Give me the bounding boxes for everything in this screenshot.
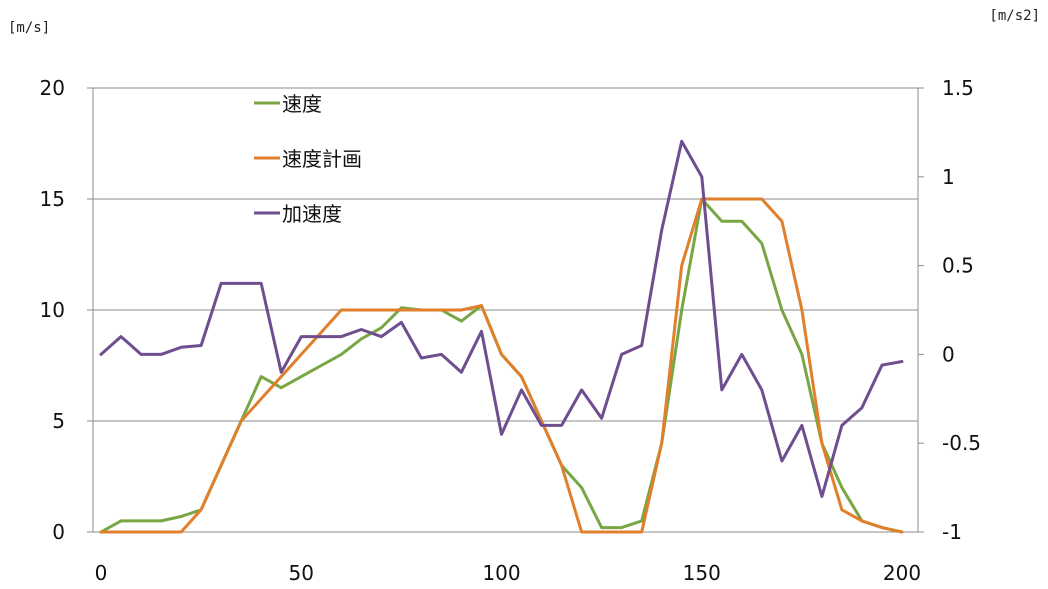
x-tick-label: 200: [883, 561, 921, 585]
x-tick-label: 100: [482, 561, 520, 585]
series-line-3: [99, 139, 904, 498]
series-line-2: [99, 197, 904, 534]
axes: [87, 87, 924, 533]
series-line-1: [99, 197, 904, 534]
y-right-tick-label: 1.5: [942, 76, 974, 100]
y-right-tick-label: -1: [942, 520, 962, 544]
x-tick-label: 50: [289, 561, 314, 585]
y-right-tick-label: -0.5: [942, 431, 981, 455]
x-tick-label: 0: [95, 561, 108, 585]
grid-lines: [93, 87, 918, 533]
y-right-tick-label: 0: [942, 342, 955, 366]
y-right-tick-label: 1: [942, 165, 955, 189]
y-right-tick-label: 0.5: [942, 254, 974, 278]
y-left-tick-label: 20: [40, 76, 65, 100]
legend-label-3: 加速度: [282, 202, 342, 226]
legend-label-2: 速度計画: [282, 147, 362, 171]
left-unit-label: [m/s]: [8, 20, 50, 36]
right-unit-label: [m/s2]: [989, 8, 1040, 24]
y-left-tick-label: 0: [52, 520, 65, 544]
series-lines: [99, 139, 904, 534]
y-left-tick-label: 5: [52, 409, 65, 433]
y-left-tick-label: 15: [40, 187, 65, 211]
tick-labels: 0 5 10 15 20 -1 -0.5 0 0.5 1 1.5 0 50 100 150 200: [40, 76, 981, 585]
x-tick-label: 150: [683, 561, 721, 585]
y-left-tick-label: 10: [40, 298, 65, 322]
legend-label-1: 速度: [282, 92, 322, 116]
